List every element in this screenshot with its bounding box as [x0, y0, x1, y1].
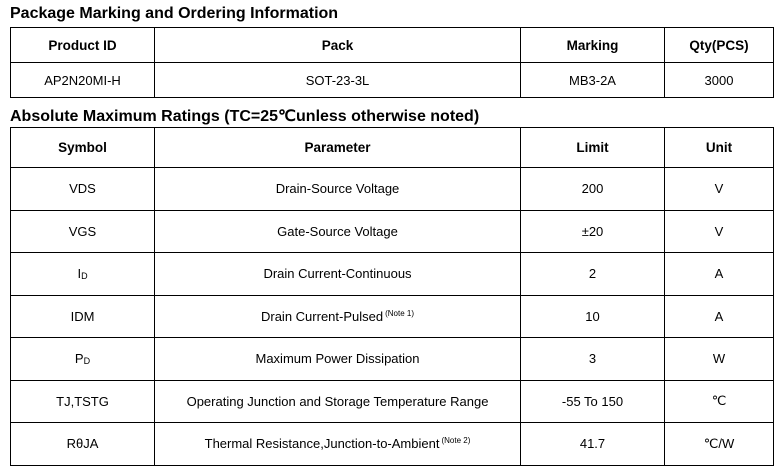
table-row: IDM Drain Current-Pulsed (Note 1) 10 A: [10, 294, 774, 338]
header-parameter: Parameter: [154, 127, 521, 168]
header-marking: Marking: [520, 27, 665, 63]
qty-cell: 3000: [664, 62, 774, 98]
symbol-subscript: D: [81, 271, 88, 282]
parameter-text: Gate-Source Voltage: [277, 223, 398, 239]
table-row: PD Maximum Power Dissipation 3 W: [10, 337, 774, 381]
header-product-id: Product ID: [10, 27, 155, 63]
limit-cell: 200: [520, 167, 665, 211]
parameter-cell: Gate-Source Voltage: [154, 209, 521, 253]
table-row: AP2N20MI-H SOT-23-3L MB3-2A 3000: [10, 62, 774, 98]
header-pack: Pack: [154, 27, 521, 63]
limit-cell: -55 To 150: [520, 379, 665, 423]
symbol-cell: VGS: [10, 209, 155, 253]
symbol-text: RθJA: [66, 436, 99, 452]
symbol-cell: ID: [10, 252, 155, 296]
unit-cell: ℃: [664, 379, 774, 423]
parameter-text: Drain Current-Continuous: [263, 266, 412, 282]
parameter-text: Operating Junction and Storage Temperatu…: [186, 393, 489, 409]
marking-cell: MB3-2A: [520, 62, 665, 98]
symbol-cell: TJ,TSTG: [10, 379, 155, 423]
symbol-text: TJ,TSTG: [56, 393, 109, 409]
table-row: VDS Drain-Source Voltage 200 V: [10, 167, 774, 211]
limit-cell: 3: [520, 337, 665, 381]
symbol-cell: VDS: [10, 167, 155, 211]
header-qty: Qty(PCS): [664, 27, 774, 63]
limit-cell: 41.7: [520, 422, 665, 466]
unit-cell: V: [664, 209, 774, 253]
symbol-subscript: D: [83, 356, 91, 367]
table-row: ID Drain Current-Continuous 2 A: [10, 252, 774, 296]
parameter-cell: Operating Junction and Storage Temperatu…: [154, 379, 521, 423]
symbol-cell: PD: [10, 337, 155, 381]
parameter-cell: Drain Current-Pulsed (Note 1): [154, 294, 521, 338]
symbol-cell: RθJA: [10, 422, 155, 466]
unit-cell: ℃/W: [664, 422, 774, 466]
parameter-cell: Maximum Power Dissipation: [154, 337, 521, 381]
product-id-cell: AP2N20MI-H: [10, 62, 155, 98]
limit-cell: ±20: [520, 209, 665, 253]
table-row: RθJA Thermal Resistance,Junction-to-Ambi…: [10, 422, 774, 466]
note-ref: (Note 1): [385, 308, 414, 318]
header-limit: Limit: [520, 127, 665, 168]
symbol-text: I: [77, 266, 82, 282]
parameter-text: Maximum Power Dissipation: [255, 351, 420, 367]
ratings-table: Symbol Parameter Limit Unit VDS Drain-So…: [10, 127, 774, 466]
symbol-text: IDM: [70, 308, 95, 324]
symbol-text: P: [74, 351, 84, 367]
ratings-title: Absolute Maximum Ratings (TC=25℃unless o…: [10, 108, 480, 125]
header-symbol: Symbol: [10, 127, 155, 168]
ordering-header-row: Product ID Pack Marking Qty(PCS): [10, 27, 774, 63]
pack-cell: SOT-23-3L: [154, 62, 521, 98]
limit-cell: 2: [520, 252, 665, 296]
ratings-header-row: Symbol Parameter Limit Unit: [10, 127, 774, 168]
parameter-text: Drain Current-Pulsed: [260, 308, 384, 324]
table-row: TJ,TSTG Operating Junction and Storage T…: [10, 379, 774, 423]
table-row: VGS Gate-Source Voltage ±20 V: [10, 209, 774, 253]
symbol-cell: IDM: [10, 294, 155, 338]
header-unit: Unit: [664, 127, 774, 168]
unit-cell: V: [664, 167, 774, 211]
ordering-title: Package Marking and Ordering Information: [10, 5, 339, 22]
note-ref: (Note 2): [441, 436, 471, 446]
unit-cell: W: [664, 337, 774, 381]
unit-cell: A: [664, 294, 774, 338]
symbol-text: VDS: [69, 181, 96, 197]
parameter-cell: Thermal Resistance,Junction-to-Ambient (N…: [154, 422, 521, 466]
parameter-text: Drain-Source Voltage: [275, 181, 400, 197]
parameter-cell: Drain-Source Voltage: [154, 167, 521, 211]
symbol-text: VGS: [68, 223, 97, 239]
unit-cell: A: [664, 252, 774, 296]
ordering-table: Product ID Pack Marking Qty(PCS) AP2N20M…: [10, 27, 774, 98]
parameter-text: Thermal Resistance,Junction-to-Ambient: [204, 436, 440, 452]
parameter-cell: Drain Current-Continuous: [154, 252, 521, 296]
limit-cell: 10: [520, 294, 665, 338]
